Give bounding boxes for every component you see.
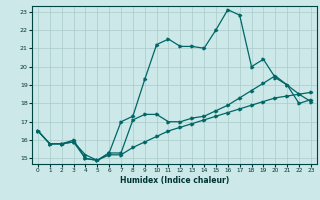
X-axis label: Humidex (Indice chaleur): Humidex (Indice chaleur) [120,176,229,185]
